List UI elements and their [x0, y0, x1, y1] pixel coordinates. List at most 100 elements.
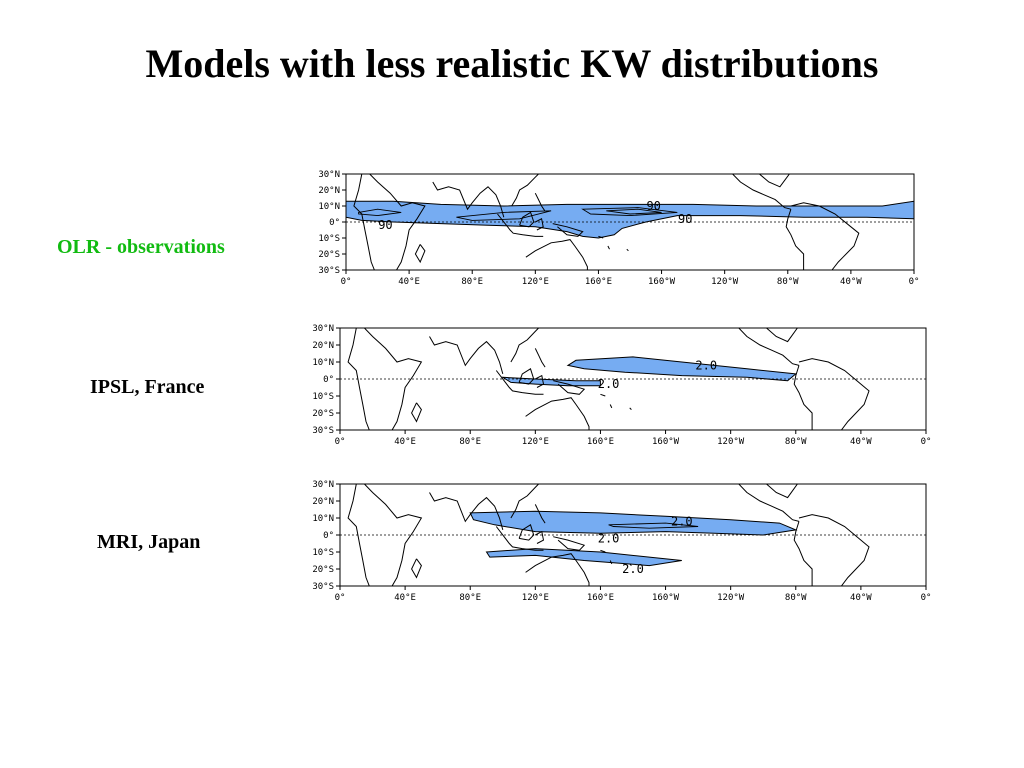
- coastline: [432, 181, 505, 218]
- coastline: [414, 244, 426, 264]
- coastline: [626, 248, 629, 252]
- coastline: [793, 365, 813, 430]
- coastline: [609, 560, 613, 565]
- coastline: [766, 328, 798, 343]
- lat-tick-label: 10°S: [318, 234, 340, 244]
- contour-label: 2.0: [671, 514, 693, 528]
- coastline: [534, 504, 546, 524]
- lat-tick-label: 30°N: [312, 480, 334, 490]
- lon-tick-label: 160°W: [652, 437, 680, 447]
- lon-tick-label: 0°: [921, 593, 932, 603]
- lon-tick-label: 120°E: [522, 593, 549, 603]
- coastline: [347, 484, 370, 586]
- lon-tick-label: 0°: [921, 437, 932, 447]
- contour-label: 90: [646, 199, 660, 213]
- lat-tick-label: 30°S: [318, 266, 340, 276]
- lat-tick-label: 10°N: [312, 514, 334, 524]
- lat-tick-label: 0°: [329, 218, 340, 228]
- lon-tick-label: 160°W: [648, 277, 676, 287]
- lat-tick-label: 10°N: [318, 202, 340, 212]
- lon-tick-label: 160°E: [587, 437, 614, 447]
- map-panel-observations: 90 90 90 30°N 20°N 10°N 0° 10°S 20°S 30°S 0° 40°E 80…: [318, 170, 920, 287]
- coastline: [364, 484, 423, 586]
- coastline: [518, 368, 535, 385]
- lat-tick-label: 20°S: [318, 250, 340, 260]
- lon-tick-label: 40°E: [398, 277, 420, 287]
- contour-label: 2.0: [598, 531, 620, 545]
- coastline: [495, 370, 544, 395]
- coastline: [738, 484, 800, 522]
- lon-tick-label: 120°W: [717, 437, 745, 447]
- map-panel-ipsl: 2.02.030°N20°N10°N0°10°S20°S30°S0° 40°E 80…: [312, 324, 932, 447]
- coastline: [553, 536, 586, 551]
- lon-tick-label: 80°E: [461, 277, 483, 287]
- lon-tick-label: 160°E: [585, 277, 612, 287]
- coastline: [511, 174, 539, 207]
- coastline: [518, 524, 535, 541]
- coastline: [629, 563, 632, 566]
- lon-tick-label: 80°E: [459, 437, 481, 447]
- lon-tick-label: 80°E: [459, 593, 481, 603]
- shaded-region: [485, 548, 682, 567]
- coastline: [607, 245, 610, 250]
- contour-label: 90: [678, 212, 692, 226]
- shaded-region: [346, 200, 914, 239]
- coastline: [535, 374, 545, 388]
- lon-tick-label: 40°W: [850, 437, 872, 447]
- lon-tick-label: 0°: [909, 277, 920, 287]
- coastline: [798, 514, 870, 586]
- panel-label-observations: OLR - observations: [57, 236, 225, 258]
- coastline: [732, 174, 792, 210]
- panel-label-ipsl: IPSL, France: [90, 376, 205, 398]
- lon-tick-label: 80°W: [785, 437, 807, 447]
- coastline: [534, 192, 546, 212]
- lat-tick-label: 20°N: [312, 341, 334, 351]
- contour-label: 90: [378, 218, 392, 232]
- lat-tick-label: 30°S: [312, 582, 334, 592]
- coastline: [793, 521, 813, 586]
- contour-label: 2.0: [598, 377, 620, 391]
- coastline: [535, 530, 545, 544]
- coastline: [534, 348, 546, 368]
- lat-tick-label: 20°S: [312, 409, 334, 419]
- lon-tick-label: 80°W: [785, 593, 807, 603]
- lat-tick-label: 10°S: [312, 392, 334, 402]
- coastline: [525, 397, 590, 430]
- shaded-region: [500, 376, 601, 387]
- lon-tick-label: 40°W: [840, 277, 862, 287]
- shaded-region: [566, 356, 798, 382]
- coastline: [510, 484, 539, 519]
- contour-line: [581, 207, 678, 217]
- coastline: [553, 380, 586, 395]
- coastline: [495, 526, 544, 551]
- contour-label: 2.0: [622, 562, 644, 576]
- lon-tick-label: 80°W: [777, 277, 799, 287]
- contour-line: [456, 210, 552, 221]
- coastline: [598, 235, 604, 239]
- coastline: [552, 223, 584, 237]
- coastline: [535, 218, 544, 231]
- lon-tick-label: 160°E: [587, 593, 614, 603]
- lon-tick-label: 120°E: [522, 437, 549, 447]
- lon-tick-label: 40°E: [394, 437, 416, 447]
- coastline: [600, 549, 606, 553]
- coastline: [429, 492, 504, 531]
- lat-tick-label: 30°N: [318, 170, 340, 180]
- lat-tick-label: 20°N: [318, 186, 340, 196]
- coastline: [525, 553, 590, 586]
- coastline: [519, 211, 535, 228]
- coastline: [609, 404, 613, 409]
- lat-tick-label: 10°N: [312, 358, 334, 368]
- coastline: [759, 174, 790, 188]
- contour-line: [608, 522, 699, 529]
- coastline: [766, 484, 798, 499]
- coastline: [411, 558, 422, 579]
- lon-tick-label: 120°W: [711, 277, 739, 287]
- coastline: [798, 358, 870, 430]
- panel-label-mri: MRI, Japan: [97, 531, 201, 553]
- lat-tick-label: 0°: [323, 375, 334, 385]
- coastline: [347, 328, 370, 430]
- coastline: [510, 328, 539, 363]
- coastline: [369, 174, 426, 270]
- lat-tick-label: 20°S: [312, 565, 334, 575]
